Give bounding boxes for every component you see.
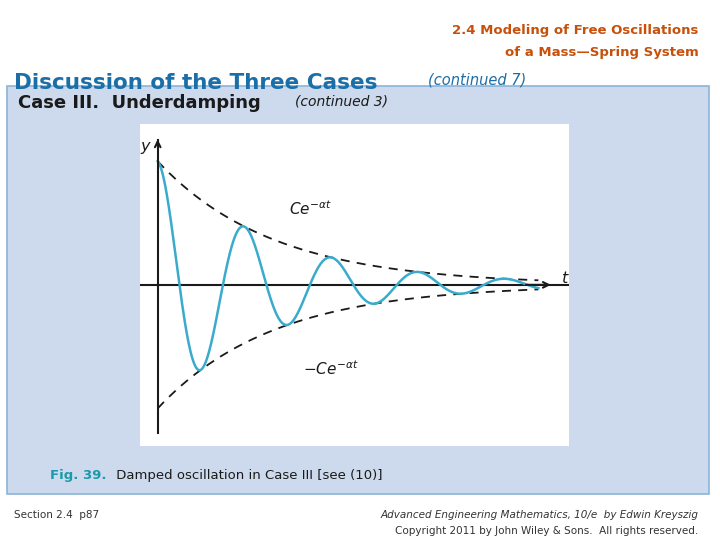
Text: Case III.  Underdamping: Case III. Underdamping — [18, 94, 261, 112]
Text: $-Ce^{-\alpha t}$: $-Ce^{-\alpha t}$ — [303, 360, 359, 378]
Text: $Ce^{-\alpha t}$: $Ce^{-\alpha t}$ — [289, 199, 333, 218]
Text: of a Mass—Spring System: of a Mass—Spring System — [505, 46, 698, 59]
Text: Damped oscillation in Case III [see (10)]: Damped oscillation in Case III [see (10)… — [112, 469, 382, 482]
Text: Advanced Engineering Mathematics, 10/e  by Edwin Kreyszig: Advanced Engineering Mathematics, 10/e b… — [380, 510, 698, 521]
Text: 2.4 Modeling of Free Oscillations: 2.4 Modeling of Free Oscillations — [452, 24, 698, 37]
Text: (continued 3): (continued 3) — [295, 94, 388, 109]
Text: (continued 7): (continued 7) — [428, 73, 526, 88]
Text: Section 2.4  p87: Section 2.4 p87 — [14, 510, 99, 521]
Text: y: y — [141, 139, 150, 154]
Text: Discussion of the Three Cases: Discussion of the Three Cases — [14, 73, 378, 93]
Text: Copyright 2011 by John Wiley & Sons.  All rights reserved.: Copyright 2011 by John Wiley & Sons. All… — [395, 526, 698, 537]
Text: Fig. 39.: Fig. 39. — [50, 469, 107, 482]
Text: t: t — [562, 271, 568, 286]
